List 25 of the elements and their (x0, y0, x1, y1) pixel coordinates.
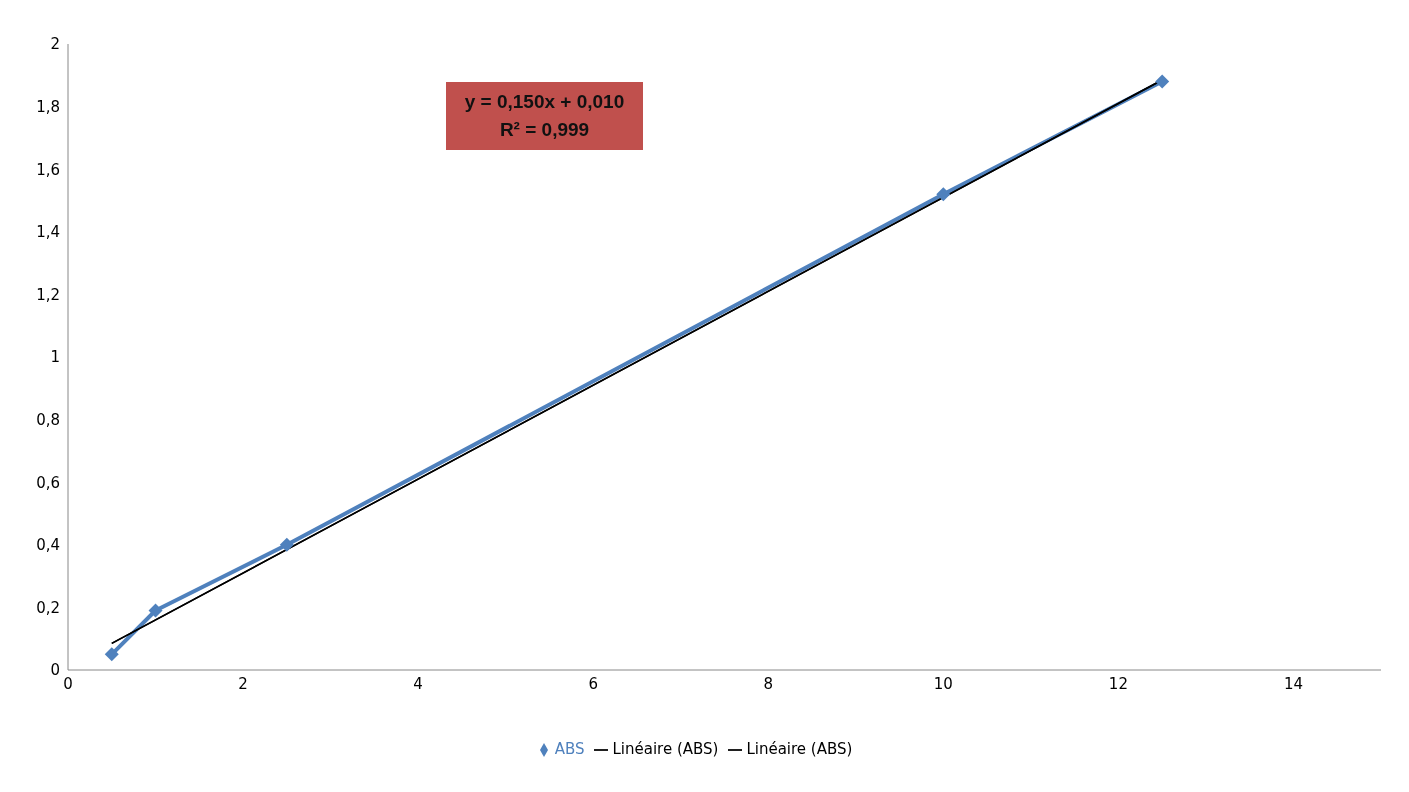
y-tick-label: 0,2 (36, 598, 60, 617)
x-tick-label: 2 (238, 674, 248, 693)
y-tick-label: 1,8 (36, 97, 60, 116)
legend-label: Linéaire (ABS) (612, 740, 719, 758)
y-tick-label: 0,4 (36, 536, 60, 555)
annotation: R² = 0,999 (498, 118, 591, 142)
x-tick-label: 4 (413, 674, 423, 693)
y-tick-label: 0,8 (36, 410, 60, 429)
x-tick-label: 14 (1283, 674, 1304, 693)
x-tick-label: 8 (763, 674, 774, 693)
x-tick-label: 0 (63, 674, 73, 693)
y-tick-label: 1,6 (36, 160, 60, 179)
y-tick-label: 1,4 (36, 223, 60, 242)
equation-box: y = 0,150x + 0,010 R² = 0,999 (446, 82, 643, 150)
y-tick-label: 1 (50, 348, 60, 367)
annotation: y = 0,150x + 0,010 (463, 90, 626, 114)
y-tick-label: 0,6 (36, 473, 60, 492)
y-tick-label: 1,2 (36, 285, 60, 304)
y-tick-label: 2 (50, 35, 60, 54)
x-tick-label: 12 (1108, 674, 1128, 693)
legend-label: ABS (554, 740, 585, 758)
y-tick-label: 0 (50, 661, 60, 680)
legend-label: Linéaire (ABS) (746, 740, 853, 758)
x-tick-label: 10 (933, 674, 953, 693)
x-tick-label: 6 (588, 674, 598, 693)
